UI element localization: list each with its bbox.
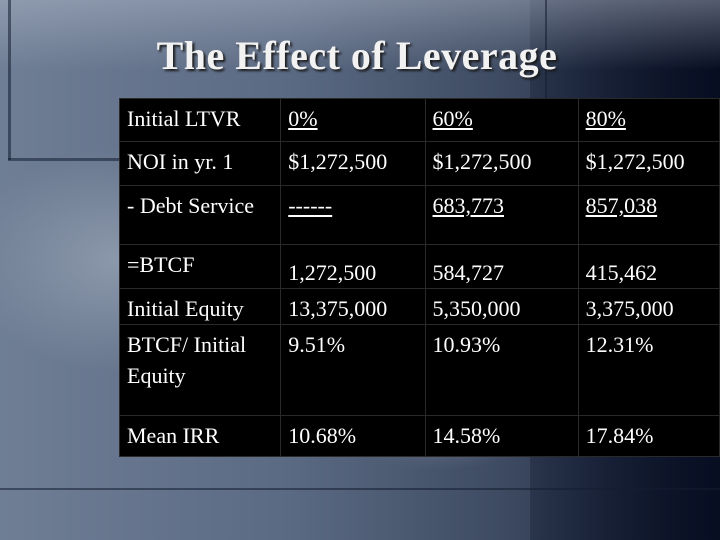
table-cell-text: ------ <box>288 193 333 218</box>
table-row: - Debt Service ------ 683,773 857,038 <box>118 185 720 245</box>
table-cell-text: 80% <box>585 106 626 131</box>
table-row: =BTCF 1,272,500 584,727 415,462 <box>118 244 720 289</box>
table-cell-text: 584,727 <box>432 260 505 285</box>
table-cell-text: 857,038 <box>585 193 658 218</box>
table-cell: 17.84% <box>577 415 720 457</box>
table-row: Initial Equity 13,375,000 5,350,000 3,37… <box>118 288 720 325</box>
table-cell: 683,773 <box>424 185 579 245</box>
table-cell: Mean IRR <box>118 415 282 457</box>
table-cell-text: 683,773 <box>432 193 505 218</box>
background-line <box>0 488 720 490</box>
table-cell: 857,038 <box>577 185 720 245</box>
table-cell: ------ <box>280 185 426 245</box>
slide-title: The Effect of Leverage <box>0 32 720 79</box>
table-cell: 584,727 <box>424 244 579 289</box>
table-cell: 80% <box>577 98 720 142</box>
leverage-table: Initial LTVR 0% 60% 80% NOI in yr. 1 $1,… <box>118 98 720 457</box>
table-cell: 12.31% <box>577 324 720 416</box>
table-row: NOI in yr. 1 $1,272,500 $1,272,500 $1,27… <box>118 141 720 186</box>
table-cell: $1,272,500 <box>280 141 426 186</box>
table-cell: 9.51% <box>280 324 426 416</box>
table-cell: 13,375,000 <box>280 288 426 325</box>
background-line <box>8 0 11 160</box>
table-cell: 60% <box>424 98 579 142</box>
table-cell: NOI in yr. 1 <box>118 141 282 186</box>
table-cell-text: 415,462 <box>585 260 658 285</box>
table-cell: Initial LTVR <box>118 98 282 142</box>
table-row: BTCF/ Initial Equity 9.51% 10.93% 12.31% <box>118 324 720 416</box>
table-cell: 10.68% <box>280 415 426 457</box>
table-cell: Initial Equity <box>118 288 282 325</box>
background-line <box>545 0 547 100</box>
table-cell: - Debt Service <box>118 185 282 245</box>
table-cell-text: 1,272,500 <box>288 260 377 285</box>
table-cell: 10.93% <box>424 324 579 416</box>
table-cell: 0% <box>280 98 426 142</box>
table-cell-text: 60% <box>432 106 473 131</box>
table-cell: =BTCF <box>118 244 282 289</box>
background-line <box>8 158 120 161</box>
table-cell: $1,272,500 <box>577 141 720 186</box>
slide-title-text: The Effect of Leverage <box>156 33 558 78</box>
table-row: Mean IRR 10.68% 14.58% 17.84% <box>118 415 720 457</box>
table-cell-text: 0% <box>288 106 318 131</box>
table-cell: 415,462 <box>577 244 720 289</box>
table-cell: $1,272,500 <box>424 141 579 186</box>
background-top-band <box>0 0 720 70</box>
table-cell: 14.58% <box>424 415 579 457</box>
table-header-row: Initial LTVR 0% 60% 80% <box>118 98 720 142</box>
table-cell: 1,272,500 <box>280 244 426 289</box>
table-cell: 3,375,000 <box>577 288 720 325</box>
table-cell: BTCF/ Initial Equity <box>118 324 282 416</box>
table-cell: 5,350,000 <box>424 288 579 325</box>
